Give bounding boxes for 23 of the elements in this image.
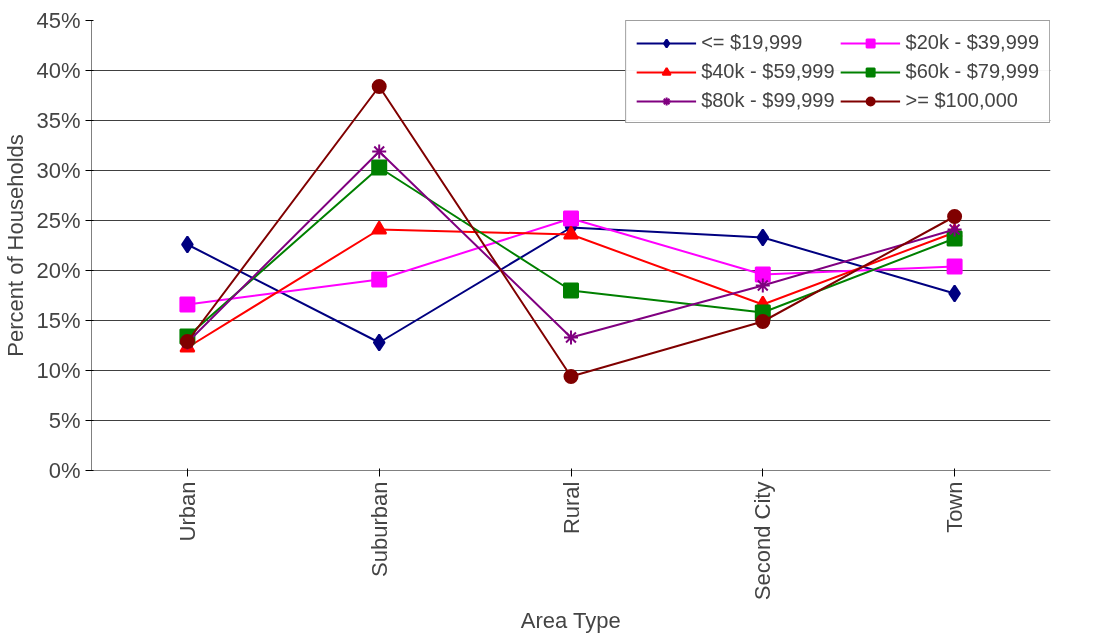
legend-label: $80k - $99,999 xyxy=(701,89,835,112)
y-tick-label: 40% xyxy=(36,58,81,83)
y-tick-label: 45% xyxy=(36,8,81,33)
legend-label: $20k - $39,999 xyxy=(905,31,1039,54)
x-tick-label: Urban xyxy=(174,481,200,542)
x-tick-label: Rural xyxy=(558,481,584,535)
y-tick-label: 35% xyxy=(36,108,81,133)
y-tick-label: 5% xyxy=(48,408,81,433)
y-tick-label: 25% xyxy=(36,208,81,233)
y-tick-label: 30% xyxy=(36,158,81,183)
y-tick-label: 0% xyxy=(48,458,81,483)
x-tick-label: Town xyxy=(942,481,968,533)
y-tick-label: 15% xyxy=(36,308,81,333)
x-tick-label: Suburban xyxy=(366,481,392,577)
y-tick-label: 10% xyxy=(36,358,81,383)
x-axis-title: Area Type xyxy=(520,608,621,634)
legend-label: <= $19,999 xyxy=(701,31,803,54)
legend-label: $60k - $79,999 xyxy=(905,60,1039,83)
legend-label: >= $100,000 xyxy=(905,89,1018,112)
y-tick-label: 20% xyxy=(36,258,81,283)
legend-label: $40k - $59,999 xyxy=(701,60,835,83)
x-tick-label: Second City xyxy=(750,481,776,601)
y-axis-title: Percent of Households xyxy=(3,134,29,357)
